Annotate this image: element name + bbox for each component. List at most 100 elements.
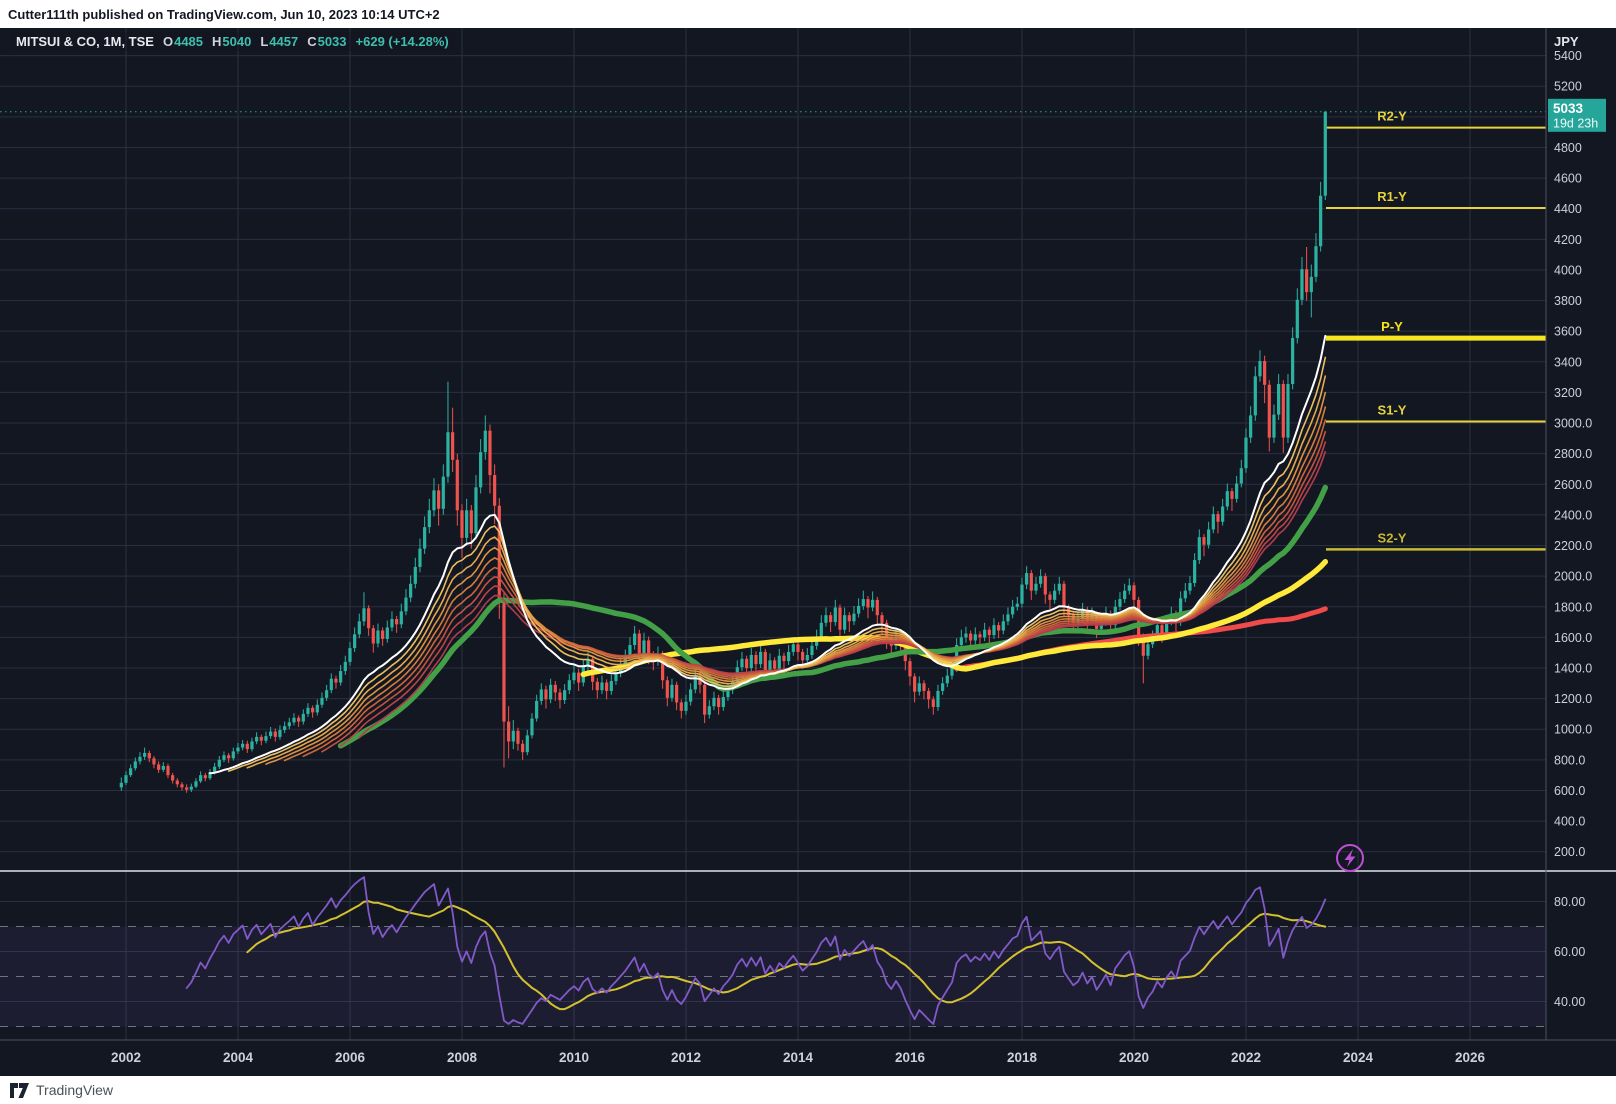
candle-body <box>292 717 296 723</box>
candle-body <box>1001 621 1005 631</box>
candle-body <box>418 548 422 567</box>
candle-body <box>857 605 861 614</box>
price-tick: 1200.0 <box>1554 692 1592 706</box>
candle-body <box>717 697 721 708</box>
candle-body <box>712 697 716 707</box>
candle-body <box>1188 583 1192 591</box>
ohlc-open: O 4485 <box>162 34 204 49</box>
candle-body <box>133 761 137 769</box>
candle-body <box>553 684 557 693</box>
candle-body <box>273 731 277 737</box>
candle-body <box>768 660 772 672</box>
year-tick: 2018 <box>1007 1050 1038 1065</box>
candle-body <box>866 599 870 608</box>
pivot-levels: R2-Y R1-Y P-Y S1-Y S2-Y <box>1326 109 1546 551</box>
rsi-pane <box>0 876 1546 1027</box>
candle-body <box>1202 537 1206 545</box>
candle-body <box>931 699 935 708</box>
candle-body <box>1305 269 1309 293</box>
year-tick: 2006 <box>335 1050 366 1065</box>
year-tick: 2014 <box>783 1050 814 1065</box>
tradingview-logo[interactable]: TradingView <box>10 1082 113 1099</box>
year-tick: 2010 <box>559 1050 589 1065</box>
year-tick: 2002 <box>111 1050 141 1065</box>
candle-body <box>1253 376 1257 416</box>
candle-body <box>329 678 333 691</box>
candle-body <box>987 629 991 636</box>
candle-body <box>969 633 973 641</box>
candle-body <box>833 607 837 623</box>
price-tick: 400.0 <box>1554 815 1585 829</box>
pivot-label-S2-Y: S2-Y <box>1378 530 1407 545</box>
candle-body <box>1249 415 1253 438</box>
candle-body <box>567 680 571 691</box>
ohlc-close: C 5033 <box>307 34 347 49</box>
candle-body <box>595 681 599 691</box>
candle-body <box>441 476 445 509</box>
candle-body <box>236 747 240 752</box>
candle-body <box>1221 506 1225 522</box>
candle-body <box>432 490 436 511</box>
tradingview-logo-icon <box>10 1082 29 1098</box>
candle-body <box>269 731 273 737</box>
symbol-legend[interactable]: MITSUI & CO, 1M, TSE O 4485 H 5040 L 445… <box>10 32 455 51</box>
candle-body <box>945 675 949 684</box>
candle-body <box>521 743 525 753</box>
candle-body <box>460 510 464 538</box>
candle-body <box>875 599 879 616</box>
candle-body <box>185 787 189 790</box>
moving-averages <box>209 334 1329 775</box>
candle-body <box>1020 584 1024 604</box>
candle-body <box>754 654 758 665</box>
candle-body <box>847 615 851 622</box>
candle-body <box>1165 621 1169 634</box>
candle-body <box>147 752 151 759</box>
candle-body <box>217 759 221 767</box>
candle-body <box>843 615 847 630</box>
price-tick: 3400 <box>1554 355 1582 369</box>
candle-body <box>222 755 226 760</box>
candle-body <box>507 721 511 742</box>
candle-body <box>679 702 683 711</box>
candle-body <box>1179 598 1183 623</box>
candle-body <box>138 756 142 762</box>
ohlc-high: H 5040 <box>212 34 252 49</box>
price-tick: 800.0 <box>1554 753 1585 767</box>
price-tick: 200.0 <box>1554 845 1585 859</box>
candle-body <box>829 615 833 623</box>
rsi-ma-line <box>246 900 1327 1011</box>
candle-body <box>1267 384 1271 438</box>
attribution-text: Cutter111th published on TradingView.com… <box>8 6 440 22</box>
candle-body <box>409 583 413 598</box>
candle-body <box>1006 614 1010 622</box>
candle-body <box>871 599 875 608</box>
candle-body <box>642 640 646 654</box>
rsi-line <box>185 876 1327 1025</box>
price-tick: 4200 <box>1554 233 1582 247</box>
candle-body <box>927 690 931 700</box>
candle-body <box>759 651 763 665</box>
lightning-button[interactable] <box>1336 844 1364 872</box>
candle-body <box>544 689 548 700</box>
chart-canvas[interactable]: R2-Y R1-Y P-Y S1-Y S2-Y JPY 5400 5200 4800 4600 44… <box>0 28 1616 1076</box>
candle-body <box>1258 361 1262 377</box>
candle-body <box>1053 590 1057 600</box>
candle-body <box>1160 625 1164 634</box>
candle-body <box>516 730 520 744</box>
candle-body <box>661 654 665 681</box>
time-axis[interactable]: 2002 2004 2006 2008 2010 2012 2014 2016 2018 2020… <box>111 1050 1486 1065</box>
candle-body <box>577 672 581 683</box>
candle-body <box>208 772 212 779</box>
candle-body <box>213 766 217 773</box>
candle-body <box>1277 384 1281 415</box>
price-tick: 1600.0 <box>1554 631 1592 645</box>
candle-body <box>558 692 562 701</box>
candle-body <box>343 661 347 672</box>
candle-body <box>161 765 165 770</box>
candle-body <box>325 690 329 698</box>
pivot-label-P-Y: P-Y <box>1381 319 1403 334</box>
candle-body <box>782 655 786 662</box>
candle-body <box>1211 514 1215 530</box>
